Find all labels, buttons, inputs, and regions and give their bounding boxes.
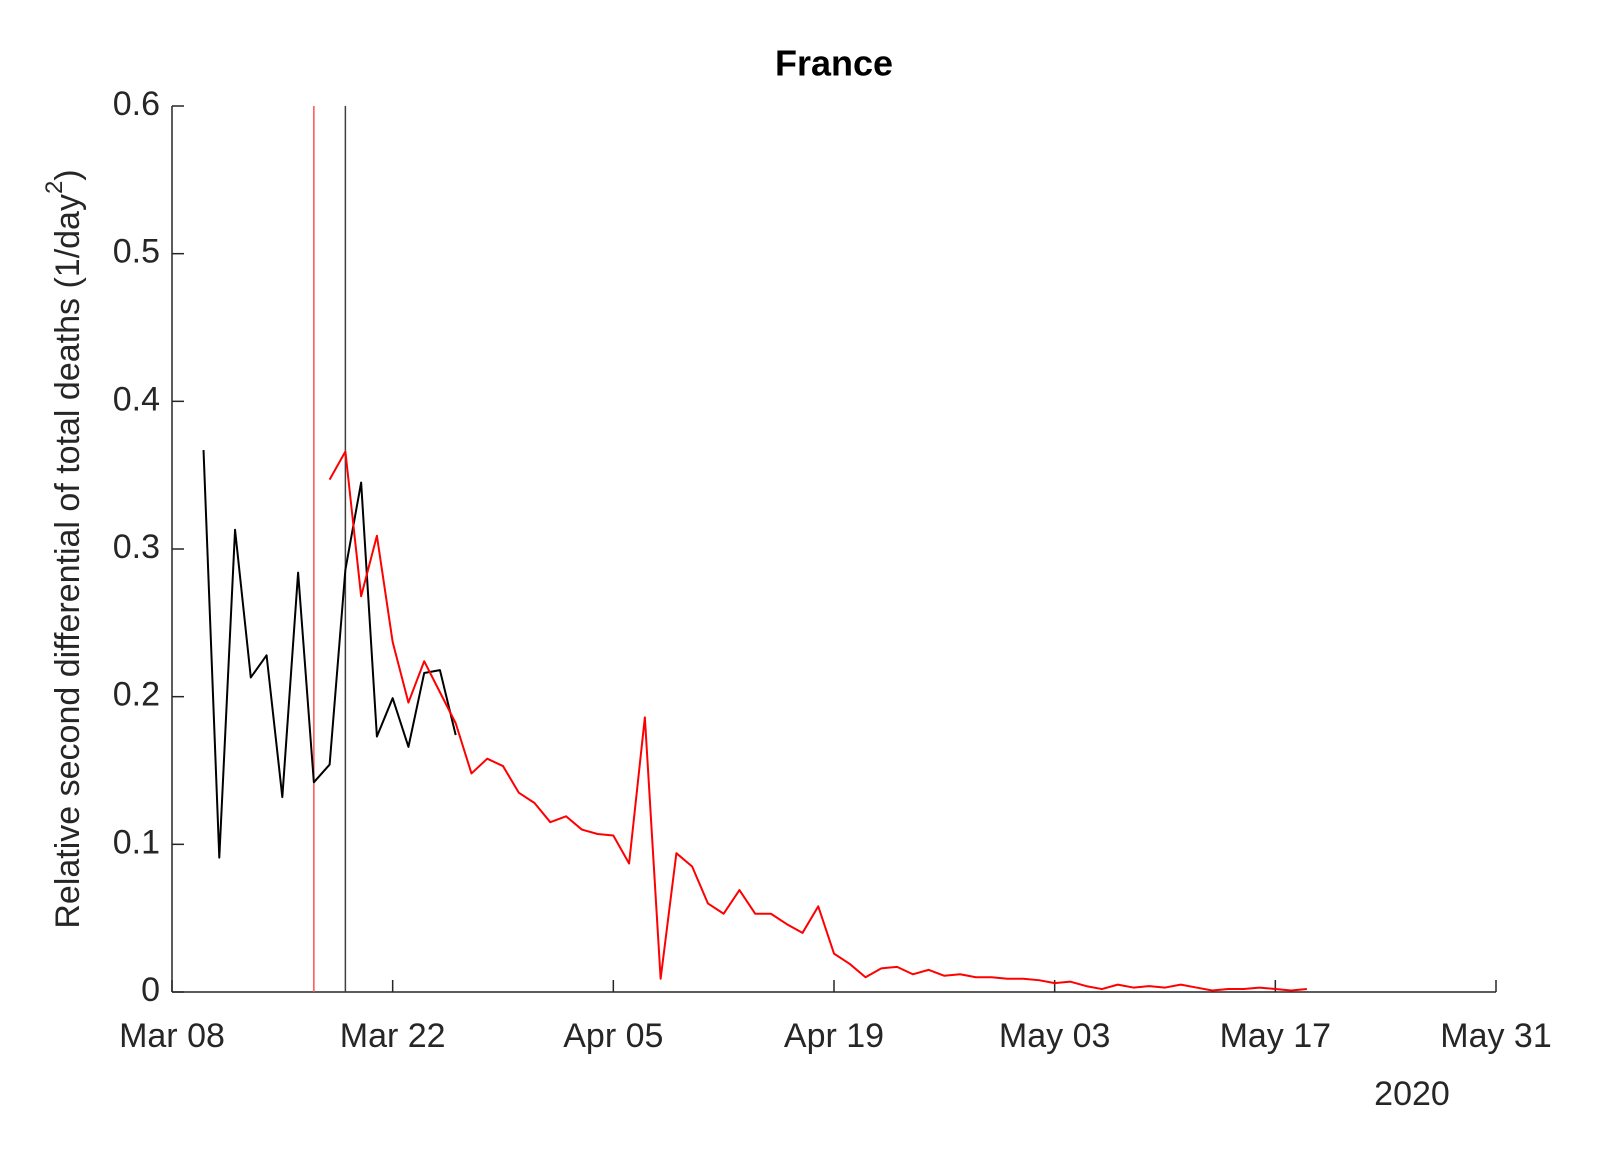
x-tick-label: May 17 xyxy=(1220,1017,1332,1055)
x-tick-label: May 03 xyxy=(999,1017,1111,1055)
chart-title: France xyxy=(775,43,893,84)
y-tick-label: 0.5 xyxy=(113,233,160,271)
x-axis-year: 2020 xyxy=(1374,1075,1450,1113)
y-tick-label: 0.2 xyxy=(113,676,160,714)
y-tick-label: 0.4 xyxy=(113,380,160,418)
y-tick-label: 0 xyxy=(141,971,160,1009)
y-axis-label-end: ) xyxy=(49,169,87,180)
x-tick-label: Apr 19 xyxy=(784,1017,884,1055)
series-line xyxy=(328,450,1307,992)
x-tick-label: Mar 22 xyxy=(340,1017,446,1055)
y-axis-label: Relative second differential of total de… xyxy=(41,169,87,928)
x-tick-label: Apr 05 xyxy=(563,1017,663,1055)
y-tick-label: 0.6 xyxy=(113,85,160,123)
x-tick-label: May 31 xyxy=(1440,1017,1552,1055)
y-axis-label-superscript: 2 xyxy=(41,181,68,194)
series-line xyxy=(202,450,457,859)
y-tick-label: 0.3 xyxy=(113,528,160,566)
y-tick-label: 0.1 xyxy=(113,823,160,861)
y-axis-label-text: Relative second differential of total de… xyxy=(49,194,87,929)
x-tick-label: Mar 08 xyxy=(119,1017,225,1055)
